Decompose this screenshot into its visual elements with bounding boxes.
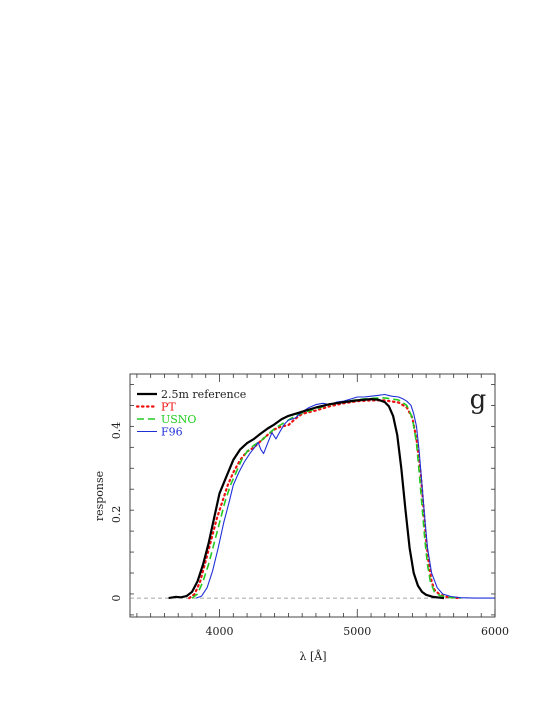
series-line-pt <box>188 399 462 600</box>
y-tick-label: 0.2 <box>110 506 123 524</box>
legend-label: 2.5m reference <box>161 388 246 401</box>
legend-label: PT <box>161 401 176 414</box>
band-label: g <box>470 385 487 415</box>
legend-label: F96 <box>161 426 183 439</box>
plot-border <box>129 373 496 618</box>
series-line-2-5m-reference <box>168 398 445 600</box>
y-tick-label: 0 <box>110 595 123 602</box>
plot-frame <box>129 373 496 618</box>
series-line-f96 <box>195 393 495 599</box>
x-tick-label: 4000 <box>206 625 234 638</box>
x-tick-label: 6000 <box>481 625 509 638</box>
x-tick-label: 5000 <box>343 625 371 638</box>
axis-ticks <box>130 374 496 617</box>
x-axis-title: λ [Å] <box>300 649 327 663</box>
tick-labels: 4000 5000 6000 0 0.2 0.4 <box>110 422 509 638</box>
y-tick-label: 0.4 <box>110 422 123 440</box>
series-lines <box>168 393 495 600</box>
y-axis-title: response <box>93 471 106 521</box>
legend-label: USNO <box>161 413 196 426</box>
series-line-usno <box>191 397 461 599</box>
